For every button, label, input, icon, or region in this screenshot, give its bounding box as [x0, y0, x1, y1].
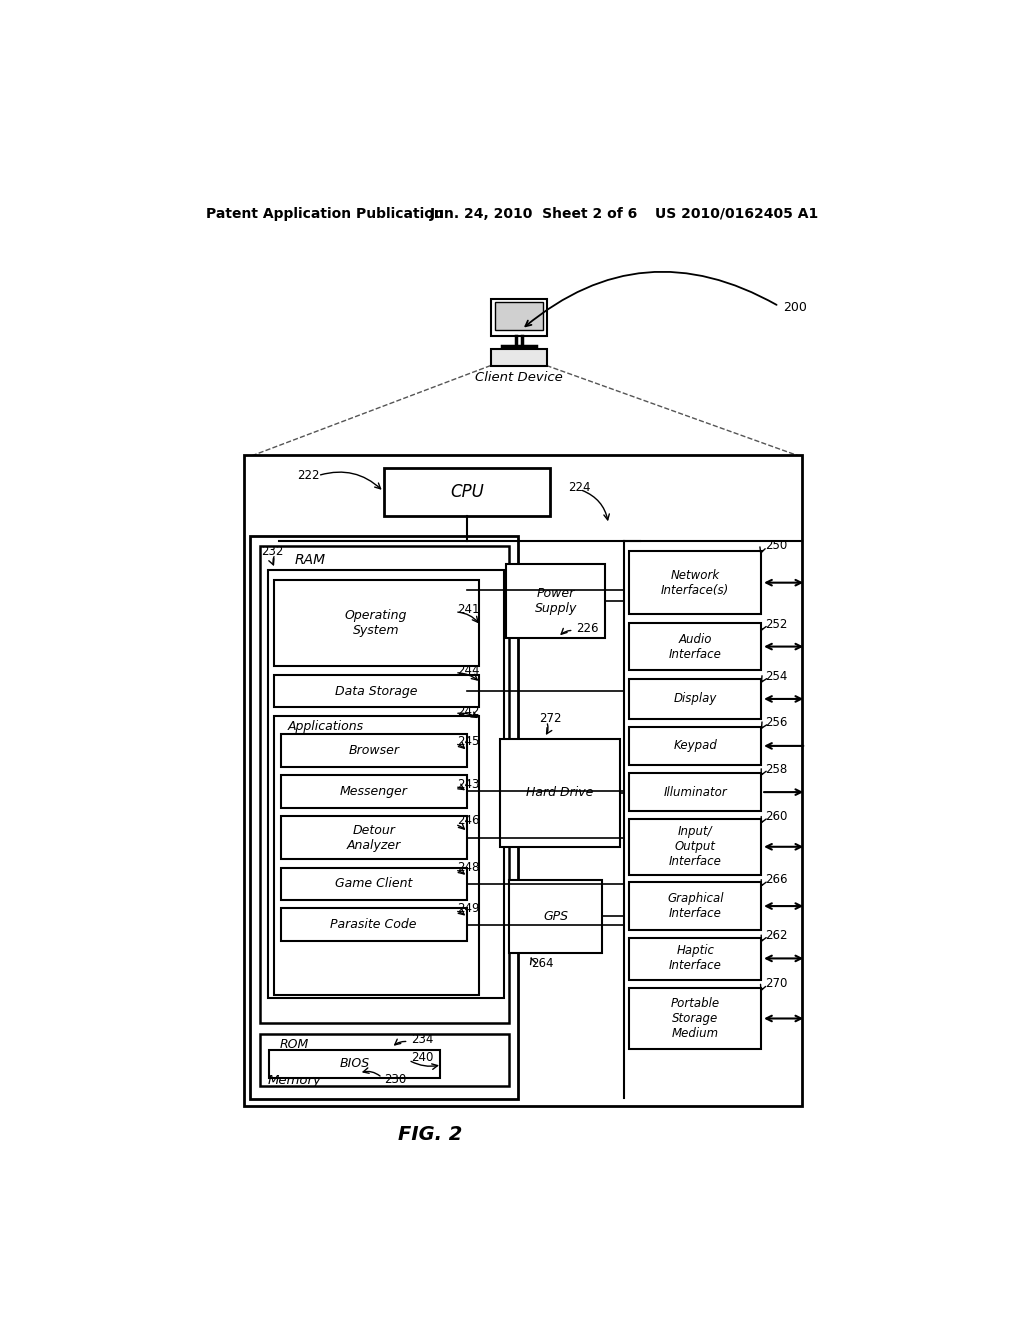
Text: 200: 200: [783, 301, 807, 314]
Text: Network
Interface(s): Network Interface(s): [662, 569, 729, 597]
Bar: [630, 987, 761, 1049]
Text: Display: Display: [674, 693, 717, 705]
Bar: [281, 775, 467, 808]
Bar: [630, 818, 761, 875]
Text: 234: 234: [411, 1032, 433, 1045]
Text: 250: 250: [765, 539, 787, 552]
Bar: [630, 774, 761, 812]
Text: 224: 224: [568, 482, 591, 495]
Text: Portable
Storage
Medium: Portable Storage Medium: [671, 997, 720, 1040]
Text: 272: 272: [539, 711, 561, 725]
Bar: [273, 715, 479, 995]
Text: 243: 243: [458, 777, 480, 791]
Bar: [260, 545, 509, 1023]
Text: 266: 266: [765, 874, 787, 887]
Bar: [273, 675, 479, 708]
Text: 248: 248: [458, 861, 480, 874]
Text: ROM: ROM: [280, 1038, 309, 1051]
Text: Jun. 24, 2010  Sheet 2 of 6: Jun. 24, 2010 Sheet 2 of 6: [430, 207, 639, 220]
Text: 232: 232: [261, 545, 284, 557]
Bar: [495, 302, 543, 330]
Bar: [630, 623, 761, 671]
Bar: [281, 867, 467, 900]
Bar: [273, 579, 479, 665]
Bar: [245, 455, 802, 1106]
Bar: [490, 348, 547, 366]
Text: Illuminator: Illuminator: [664, 785, 727, 799]
Text: Applications: Applications: [288, 721, 364, 733]
Text: Parasite Code: Parasite Code: [331, 917, 417, 931]
Text: 260: 260: [765, 810, 787, 824]
Text: 230: 230: [384, 1073, 406, 1086]
Text: GPS: GPS: [544, 909, 568, 923]
Bar: [267, 570, 504, 998]
Text: FIG. 2: FIG. 2: [398, 1125, 463, 1144]
Text: Data Storage: Data Storage: [335, 685, 417, 698]
Text: 240: 240: [411, 1051, 433, 1064]
Bar: [630, 726, 761, 766]
Text: Keypad: Keypad: [674, 739, 717, 752]
Text: Patent Application Publication: Patent Application Publication: [206, 207, 443, 220]
Bar: [260, 1034, 509, 1086]
Text: Graphical
Interface: Graphical Interface: [667, 892, 724, 920]
Bar: [630, 678, 761, 719]
Text: Game Client: Game Client: [335, 878, 413, 890]
Bar: [251, 536, 518, 1100]
Text: 249: 249: [458, 902, 480, 915]
Bar: [281, 816, 467, 859]
Text: 254: 254: [765, 671, 787, 684]
Text: Messenger: Messenger: [340, 785, 408, 797]
Text: 264: 264: [531, 957, 554, 970]
Text: Audio
Interface: Audio Interface: [669, 632, 722, 660]
Bar: [630, 937, 761, 979]
Text: Browser: Browser: [348, 744, 399, 758]
Text: Client Device: Client Device: [475, 371, 562, 384]
Text: Input/
Output
Interface: Input/ Output Interface: [669, 825, 722, 869]
Text: 270: 270: [765, 977, 787, 990]
Text: 222: 222: [297, 469, 319, 482]
Text: Power
Supply: Power Supply: [535, 587, 577, 615]
Text: Operating
System: Operating System: [345, 609, 408, 636]
Text: Haptic
Interface: Haptic Interface: [669, 944, 722, 973]
Text: 242: 242: [458, 705, 480, 718]
Text: 244: 244: [458, 664, 480, 677]
Bar: [384, 469, 550, 516]
Text: 256: 256: [765, 717, 787, 730]
Text: Detour
Analyzer: Detour Analyzer: [346, 824, 400, 851]
Text: 245: 245: [458, 735, 480, 748]
Text: RAM: RAM: [295, 553, 326, 568]
Bar: [630, 552, 761, 614]
Bar: [490, 300, 547, 337]
Text: 258: 258: [765, 763, 787, 776]
Text: CPU: CPU: [450, 483, 483, 500]
Bar: [506, 564, 605, 638]
Bar: [630, 882, 761, 929]
Bar: [281, 734, 467, 767]
Text: Memory: Memory: [267, 1073, 322, 1086]
Bar: [269, 1051, 439, 1077]
Text: 262: 262: [765, 929, 787, 942]
Bar: [509, 880, 602, 953]
Text: BIOS: BIOS: [339, 1057, 370, 1071]
Bar: [281, 908, 467, 941]
Text: 246: 246: [458, 814, 480, 828]
Text: 252: 252: [765, 618, 787, 631]
Bar: [500, 739, 621, 847]
Text: 226: 226: [575, 622, 598, 635]
Text: US 2010/0162405 A1: US 2010/0162405 A1: [655, 207, 818, 220]
Text: 241: 241: [458, 603, 480, 616]
Text: Hard Drive: Hard Drive: [526, 787, 593, 800]
